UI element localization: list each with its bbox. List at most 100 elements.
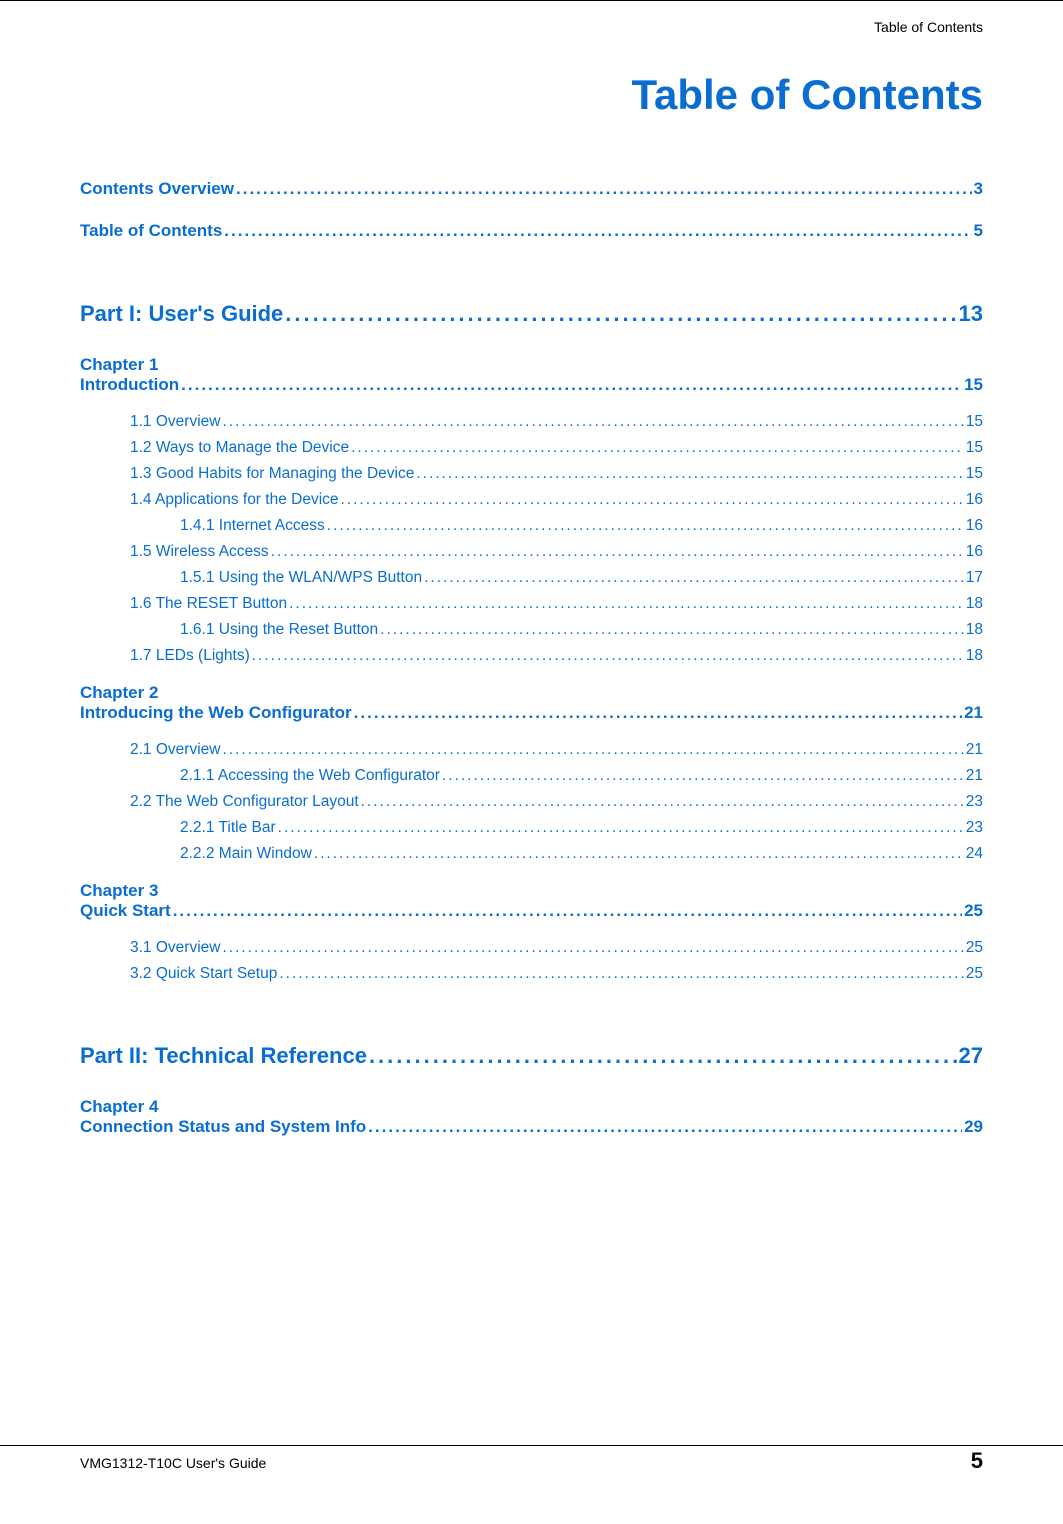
toc-page: 25 (966, 965, 983, 983)
page-footer: VMG1312-T10C User's Guide 5 (0, 1445, 1063, 1474)
toc-label: Introducing the Web Configurator (80, 703, 352, 723)
toc-entry: 1.1 Overview 15 (130, 413, 983, 431)
toc-page: 18 (966, 647, 983, 665)
toc-page: 23 (966, 819, 983, 837)
toc-entry: 1.3 Good Habits for Managing the Device 1… (130, 465, 983, 483)
toc-leader (424, 569, 964, 587)
toc-label: 2.2 The Web Configurator Layout (130, 793, 359, 811)
toc-leader (416, 465, 963, 483)
toc-label: 3.2 Quick Start Setup (130, 965, 277, 983)
toc-page: 17 (966, 569, 983, 587)
toc-page: 21 (964, 703, 983, 723)
toc-leader (341, 491, 964, 509)
toc-entry-chapter-4-label: Chapter 4 (80, 1097, 983, 1117)
toc-page: 27 (959, 1043, 983, 1069)
toc-label: 1.6 The RESET Button (130, 595, 287, 613)
toc-label: Introduction (80, 375, 179, 395)
toc-label: 2.2.2 Main Window (180, 845, 312, 863)
toc-leader (380, 621, 964, 639)
toc-page: 23 (966, 793, 983, 811)
toc-leader (222, 741, 963, 759)
toc-content: Contents Overview 3 Table of Contents 5 … (0, 179, 1063, 1137)
toc-page: 24 (966, 845, 983, 863)
toc-label: Part I: User's Guide (80, 301, 283, 327)
toc-entry: 2.2.1 Title Bar 23 (180, 819, 983, 837)
toc-entry-table-of-contents: Table of Contents 5 (80, 221, 983, 241)
toc-page: 21 (966, 767, 983, 785)
toc-page: 18 (966, 595, 983, 613)
toc-label: Table of Contents (80, 221, 222, 241)
toc-leader (285, 301, 956, 327)
toc-label: 2.1.1 Accessing the Web Configurator (180, 767, 440, 785)
running-header: Table of Contents (874, 19, 983, 35)
page: Table of Contents Table of Contents Cont… (0, 0, 1063, 1524)
toc-entry: 1.5 Wireless Access 16 (130, 543, 983, 561)
toc-leader (222, 939, 963, 957)
toc-label: 1.4 Applications for the Device (130, 491, 339, 509)
toc-leader (314, 845, 964, 863)
toc-entry: 1.4 Applications for the Device 16 (130, 491, 983, 509)
toc-leader (327, 517, 964, 535)
toc-leader (173, 901, 962, 921)
toc-page: 5 (974, 221, 983, 241)
toc-label: 1.3 Good Habits for Managing the Device (130, 465, 414, 483)
toc-label: Contents Overview (80, 179, 234, 199)
toc-entry: 2.1 Overview 21 (130, 741, 983, 759)
toc-label: 3.1 Overview (130, 939, 220, 957)
toc-leader (236, 179, 972, 199)
toc-label: Quick Start (80, 901, 171, 921)
toc-page: 15 (966, 413, 983, 431)
toc-label: Part II: Technical Reference (80, 1043, 367, 1069)
toc-entry: 2.1.1 Accessing the Web Configurator 21 (180, 767, 983, 785)
toc-entry: 1.2 Ways to Manage the Device 15 (130, 439, 983, 457)
toc-page: 15 (966, 465, 983, 483)
toc-label: 1.5.1 Using the WLAN/WPS Button (180, 569, 422, 587)
toc-page: 25 (964, 901, 983, 921)
toc-label: 2.2.1 Title Bar (180, 819, 276, 837)
toc-page: 21 (966, 741, 983, 759)
toc-label: 1.7 LEDs (Lights) (130, 647, 250, 665)
toc-entry-chapter-4: Connection Status and System Info 29 (80, 1117, 983, 1137)
toc-entry-chapter-3-label: Chapter 3 (80, 881, 983, 901)
toc-entry: 1.4.1 Internet Access 16 (180, 517, 983, 535)
toc-label: 1.4.1 Internet Access (180, 517, 325, 535)
toc-leader (369, 1043, 957, 1069)
toc-entry: 1.5.1 Using the WLAN/WPS Button 17 (180, 569, 983, 587)
toc-page: 18 (966, 621, 983, 639)
toc-entry: 2.2.2 Main Window 24 (180, 845, 983, 863)
toc-leader (368, 1117, 962, 1137)
toc-leader (354, 703, 962, 723)
toc-page: 3 (974, 179, 983, 199)
toc-page: 16 (966, 491, 983, 509)
toc-label: Connection Status and System Info (80, 1117, 366, 1137)
toc-entry: 1.6 The RESET Button 18 (130, 595, 983, 613)
page-title: Table of Contents (0, 71, 983, 119)
toc-label: 1.1 Overview (130, 413, 220, 431)
toc-label: 1.2 Ways to Manage the Device (130, 439, 349, 457)
toc-entry-chapter-2-label: Chapter 2 (80, 683, 983, 703)
toc-label: 1.5 Wireless Access (130, 543, 269, 561)
toc-entry-chapter-3: Quick Start 25 (80, 901, 983, 921)
toc-page: 16 (966, 517, 983, 535)
toc-entry: 3.1 Overview 25 (130, 939, 983, 957)
toc-label: 2.1 Overview (130, 741, 220, 759)
toc-page: 29 (964, 1117, 983, 1137)
toc-entry-part-2: Part II: Technical Reference 27 (80, 1043, 983, 1069)
toc-leader (224, 221, 971, 241)
toc-entry-part-1: Part I: User's Guide 13 (80, 301, 983, 327)
toc-page: 16 (966, 543, 983, 561)
toc-leader (351, 439, 964, 457)
toc-leader (278, 819, 964, 837)
toc-entry-chapter-1-label: Chapter 1 (80, 355, 983, 375)
toc-page: 15 (966, 439, 983, 457)
toc-entry-chapter-1: Introduction 15 (80, 375, 983, 395)
toc-leader (271, 543, 964, 561)
toc-page: 15 (964, 375, 983, 395)
toc-page: 25 (966, 939, 983, 957)
footer-guide-name: VMG1312-T10C User's Guide (80, 1455, 266, 1471)
footer-page-number: 5 (971, 1448, 983, 1474)
toc-entry: 1.6.1 Using the Reset Button18 (180, 621, 983, 639)
toc-leader (279, 965, 963, 983)
toc-entry-contents-overview: Contents Overview 3 (80, 179, 983, 199)
toc-leader (289, 595, 964, 613)
